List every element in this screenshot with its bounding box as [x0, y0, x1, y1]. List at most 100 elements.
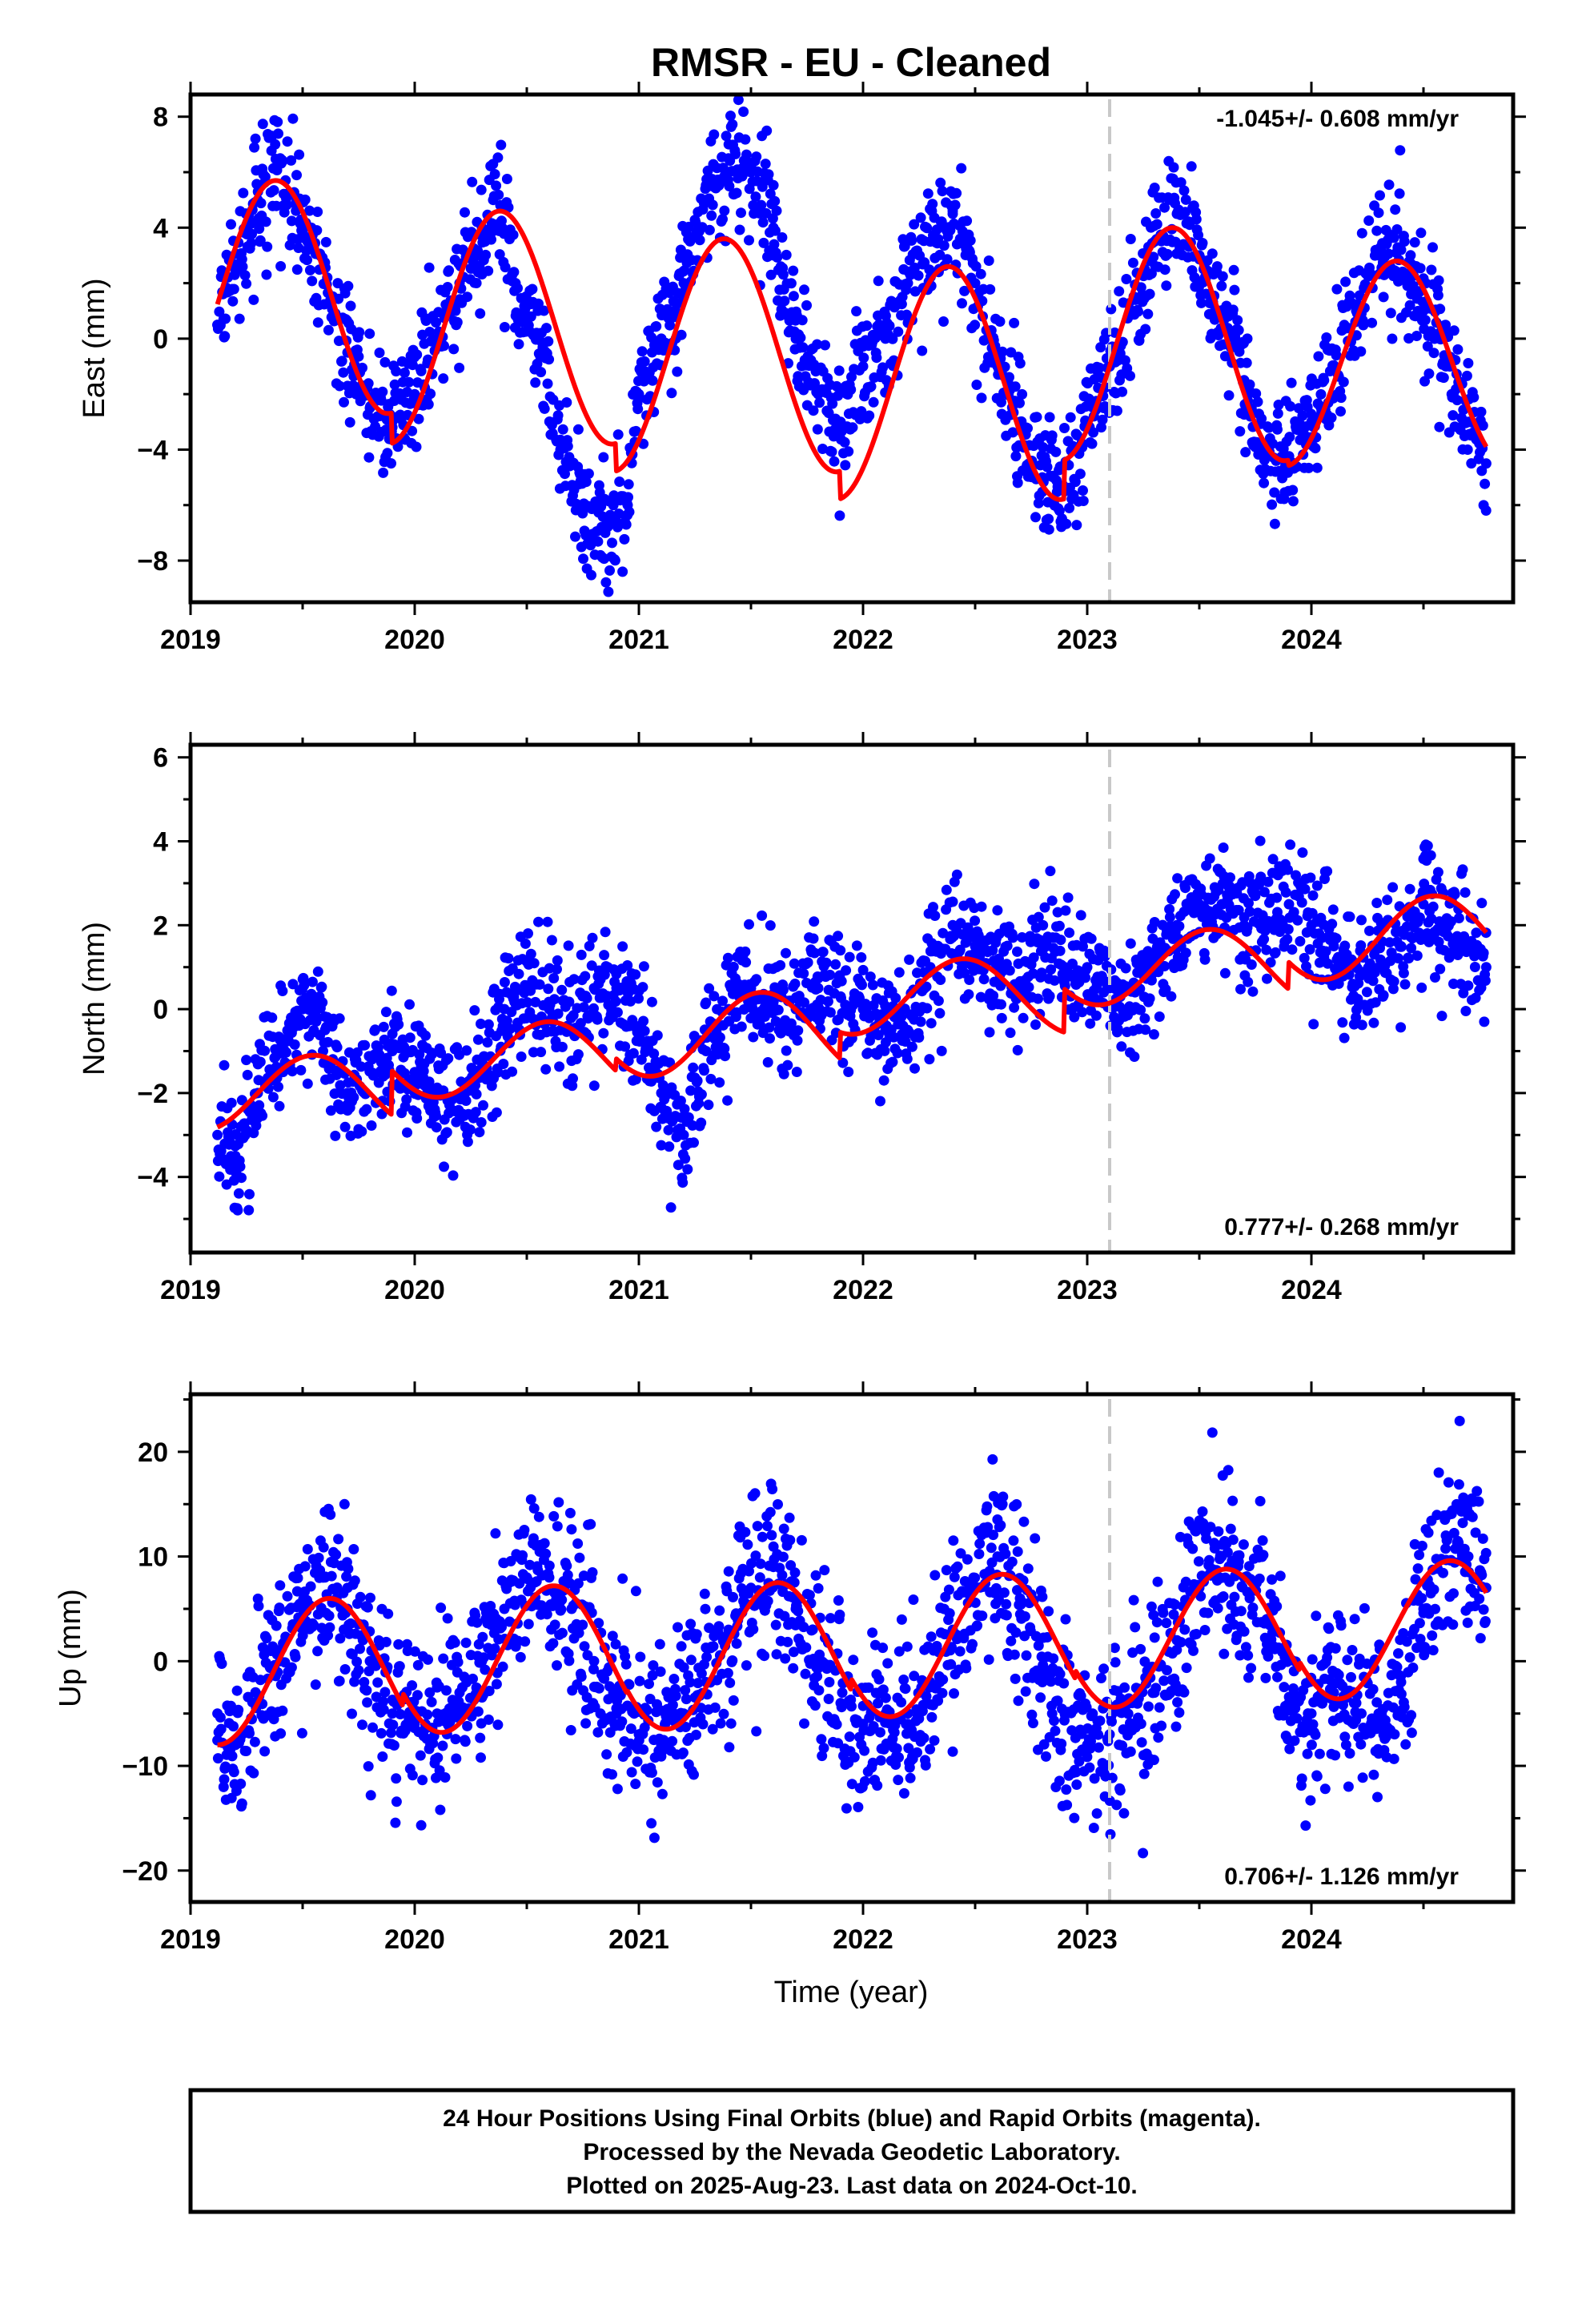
up-daily-point	[271, 1620, 282, 1631]
east-daily-point	[598, 452, 609, 463]
up-daily-point	[415, 1750, 426, 1761]
east-daily-point	[407, 425, 418, 436]
up-daily-point	[891, 1743, 902, 1754]
north-y-axis-title: North (mm)	[78, 922, 111, 1076]
north-daily-point	[683, 1112, 694, 1123]
up-daily-point	[624, 1679, 635, 1691]
north-daily-point	[464, 1124, 476, 1136]
north-daily-point	[1449, 889, 1460, 900]
north-daily-point	[1406, 943, 1417, 954]
east-daily-point	[307, 275, 318, 287]
north-daily-point	[274, 1100, 285, 1112]
up-daily-point	[552, 1660, 562, 1671]
up-daily-point	[539, 1538, 550, 1549]
east-daily-point	[1193, 230, 1204, 241]
east-daily-point	[1074, 468, 1086, 480]
up-daily-point	[564, 1507, 576, 1518]
up-daily-point	[655, 1666, 666, 1677]
up-daily-point	[388, 1740, 400, 1751]
north-daily-point	[843, 1067, 854, 1077]
north-daily-point	[1140, 1024, 1151, 1035]
east-daily-point	[1399, 236, 1410, 247]
north-daily-point	[657, 1080, 669, 1091]
east-daily-point	[725, 111, 736, 122]
up-daily-point	[241, 1746, 252, 1756]
up-daily-point	[390, 1817, 401, 1828]
north-daily-point	[924, 1054, 935, 1065]
north-daily-point	[720, 1051, 731, 1062]
up-daily-point	[724, 1742, 735, 1753]
east-daily-point	[1315, 388, 1327, 400]
north-daily-point	[947, 896, 958, 907]
east-daily-point	[1159, 202, 1170, 213]
east-daily-point	[475, 308, 486, 319]
north-daily-point	[522, 997, 533, 1008]
east-daily-point	[1211, 261, 1223, 272]
up-daily-point	[489, 1643, 500, 1655]
up-daily-point	[630, 1779, 641, 1790]
north-daily-point	[548, 973, 560, 983]
east-daily-point	[1078, 485, 1088, 496]
east-daily-point	[864, 410, 875, 421]
east-daily-point	[814, 397, 825, 408]
up-daily-point	[670, 1691, 681, 1702]
east-daily-point	[1365, 268, 1376, 279]
north-daily-point	[1246, 959, 1257, 970]
north-daily-point	[241, 1055, 252, 1066]
east-daily-point	[1391, 224, 1403, 235]
east-daily-point	[234, 313, 245, 324]
east-daily-point	[1014, 358, 1026, 369]
north-daily-point	[680, 1153, 691, 1164]
east-daily-point	[1046, 430, 1058, 441]
east-daily-point	[1387, 333, 1398, 344]
east-daily-point	[499, 322, 510, 332]
east-daily-point	[1340, 276, 1351, 287]
north-daily-point	[552, 955, 563, 966]
up-daily-point	[552, 1521, 563, 1532]
east-y-tick-label: −8	[137, 546, 168, 577]
east-daily-point	[1159, 264, 1170, 275]
up-daily-point	[504, 1616, 515, 1627]
north-daily-point	[612, 1007, 623, 1018]
north-daily-point	[460, 1096, 472, 1106]
east-daily-point	[1044, 412, 1055, 423]
north-daily-point	[329, 1088, 340, 1100]
east-daily-point	[909, 262, 920, 273]
up-daily-point	[770, 1619, 781, 1630]
up-daily-point	[492, 1719, 504, 1731]
east-daily-point	[983, 255, 994, 266]
north-daily-point	[436, 1047, 447, 1059]
up-daily-point	[588, 1663, 599, 1675]
north-daily-point	[1139, 1013, 1150, 1024]
up-daily-point	[715, 1718, 726, 1729]
east-daily-point	[795, 332, 806, 344]
east-daily-point	[494, 249, 505, 260]
east-daily-point	[508, 267, 520, 278]
east-daily-point	[1419, 315, 1431, 326]
east-daily-point	[962, 215, 973, 227]
up-daily-point	[780, 1653, 791, 1664]
east-daily-point	[1428, 348, 1439, 359]
east-daily-point	[839, 436, 850, 448]
north-daily-point	[704, 983, 715, 994]
east-daily-point	[338, 367, 349, 378]
east-daily-point	[607, 537, 617, 549]
north-daily-point	[620, 1041, 631, 1052]
north-daily-point	[637, 982, 648, 993]
north-daily-point	[1327, 919, 1338, 930]
east-daily-point	[793, 371, 804, 382]
north-daily-point	[677, 1177, 689, 1188]
north-daily-point	[1460, 887, 1471, 898]
north-daily-point	[996, 999, 1006, 1010]
east-daily-point	[1287, 496, 1299, 507]
north-daily-point	[770, 1015, 781, 1027]
up-daily-point	[714, 1605, 725, 1616]
up-daily-point	[635, 1651, 646, 1663]
east-daily-point	[257, 119, 268, 130]
east-daily-point	[1394, 188, 1405, 199]
up-daily-point	[646, 1767, 657, 1778]
up-daily-point	[434, 1765, 445, 1776]
north-daily-point	[1055, 935, 1066, 946]
east-daily-point	[354, 327, 365, 338]
